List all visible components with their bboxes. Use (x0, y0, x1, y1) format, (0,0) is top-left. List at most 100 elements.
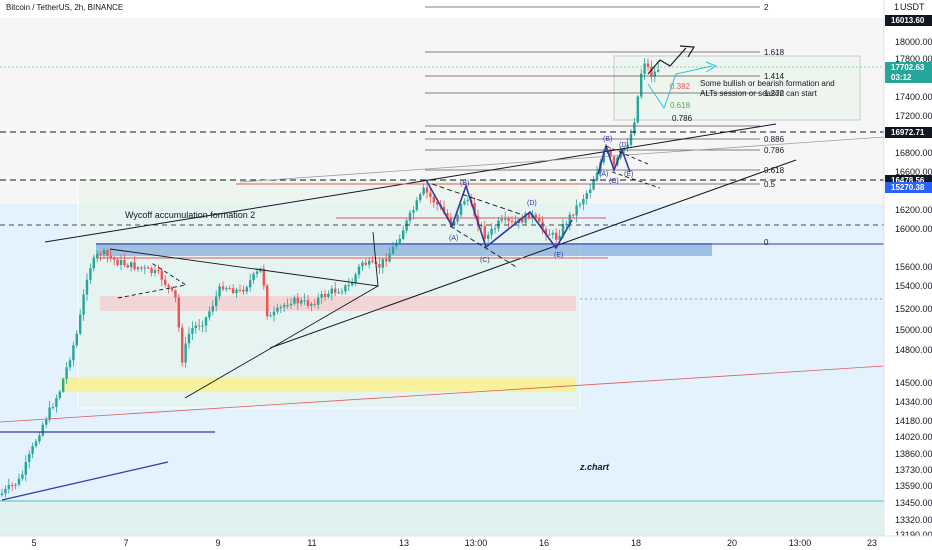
wyckoff-annotation: Wycoff accumulation formation 2 (125, 210, 255, 220)
candle-body (589, 189, 592, 194)
gray-trend-line (239, 136, 885, 183)
candle-body (123, 260, 126, 266)
candle-body (34, 441, 38, 447)
candle-body (364, 262, 367, 265)
candle-body (361, 262, 364, 267)
candle-body (646, 63, 650, 67)
candle-body (395, 242, 398, 247)
drawings (0, 6, 885, 502)
yellow-demand-zone (60, 377, 576, 392)
time-axis[interactable]: 5 7 9 11 13 13:00 16 18 20 13:00 23 (0, 535, 932, 550)
candle-body (191, 328, 194, 334)
candle-body (368, 260, 371, 265)
currency-label: USDT (900, 2, 925, 12)
candle-body (480, 224, 483, 227)
forecast-arrow-cyan (647, 65, 713, 110)
candle-body (572, 214, 575, 216)
candle-body (58, 391, 61, 399)
candle-body (507, 218, 510, 222)
candle-body (262, 268, 265, 286)
candle-body (534, 214, 537, 218)
y-tick-label: 16200.00 (895, 205, 932, 215)
candle-body (75, 333, 78, 346)
candle-body (174, 290, 177, 298)
candle-body (415, 200, 418, 211)
candle-body (79, 314, 82, 334)
y-tick-label: 14020.00 (895, 432, 932, 442)
candle-body (347, 285, 350, 287)
candle-body (527, 213, 531, 219)
candle-body (184, 343, 187, 363)
candle-body (351, 282, 354, 286)
candle-body (402, 230, 405, 239)
y-tick-label: 16000.00 (895, 224, 932, 234)
candle-body (150, 267, 153, 274)
candle-body (425, 187, 429, 193)
fib-label-1414: 1.414 (764, 72, 785, 81)
candle-body (483, 226, 486, 239)
forecast-arrowhead-cyan (705, 61, 718, 73)
candle-body (289, 303, 293, 306)
candle-body (62, 378, 65, 392)
candle-body (521, 219, 524, 223)
y-tick-label: 14180.00 (895, 416, 932, 426)
y-tick-label: 14340.00 (895, 397, 932, 407)
candle-body (38, 435, 41, 442)
candle-body (4, 488, 7, 494)
candle-body (592, 180, 595, 190)
red-trend-line (0, 365, 885, 423)
currency-unit-prefix: 1 (894, 2, 899, 12)
price-tag: 16972.71 (891, 128, 925, 137)
candle-body (466, 199, 469, 201)
candle-body (211, 305, 214, 312)
candle-body (48, 407, 51, 420)
chart-zones (0, 18, 884, 536)
x-tick-label: 18 (631, 538, 641, 548)
wave-label-e-main: (E) (554, 252, 563, 259)
wave-label-c-small: (C) (609, 178, 619, 185)
candle-body (225, 288, 228, 290)
price-axis[interactable]: USDT 1 18000.0017800.0017400.0017200.001… (883, 0, 932, 540)
candle-body (102, 250, 106, 255)
candle-body (198, 325, 201, 327)
x-ticks: 5 7 9 11 13 13:00 16 18 20 13:00 23 (31, 538, 877, 548)
candle-body (609, 150, 612, 157)
candle-body (283, 305, 286, 308)
candle-body (453, 221, 456, 225)
candle-body (143, 267, 146, 269)
small-dashed-1 (605, 145, 649, 165)
wave-label-c-main: (C) (480, 257, 490, 264)
candle-body (204, 317, 208, 326)
price-tag-bg (885, 182, 932, 193)
candle-body (160, 270, 163, 280)
y-tick-label: 15400.00 (895, 281, 932, 291)
candle-body (99, 253, 102, 255)
triangle-lower (184, 285, 379, 399)
wave-dashed-lower (449, 225, 519, 269)
fib-label-0: 0 (764, 238, 769, 247)
symbol-title: Bitcoin / TetherUS, 2h, BINANCE (6, 3, 123, 12)
candle-body (459, 204, 463, 215)
candle-body (55, 398, 58, 408)
candle-body (310, 303, 313, 306)
wave-label-a-small: (A) (599, 171, 608, 178)
forecast-annotation-line2: ALTs session or season can start (700, 89, 818, 98)
candle-body (330, 288, 333, 294)
y-tick-label: 15600.00 (895, 262, 932, 272)
annotations: Wycoff accumulation formation 2 Some bul… (125, 79, 835, 472)
green-accumulation-box (77, 177, 581, 409)
candle-body (140, 267, 143, 269)
candle-body (17, 478, 21, 485)
candle-body (378, 263, 381, 268)
candle-body (582, 198, 585, 205)
fib-label-1272: 1.272 (764, 89, 785, 98)
candle-body (215, 296, 218, 306)
candle-body (252, 273, 255, 281)
y-tick-label: 13320.00 (895, 515, 932, 525)
wave-label-d-main: (D) (527, 200, 537, 207)
candle-body (92, 257, 95, 269)
y-tick-label: 13190.00 (895, 530, 932, 540)
candle-body (493, 228, 497, 230)
candle-body (11, 485, 14, 487)
